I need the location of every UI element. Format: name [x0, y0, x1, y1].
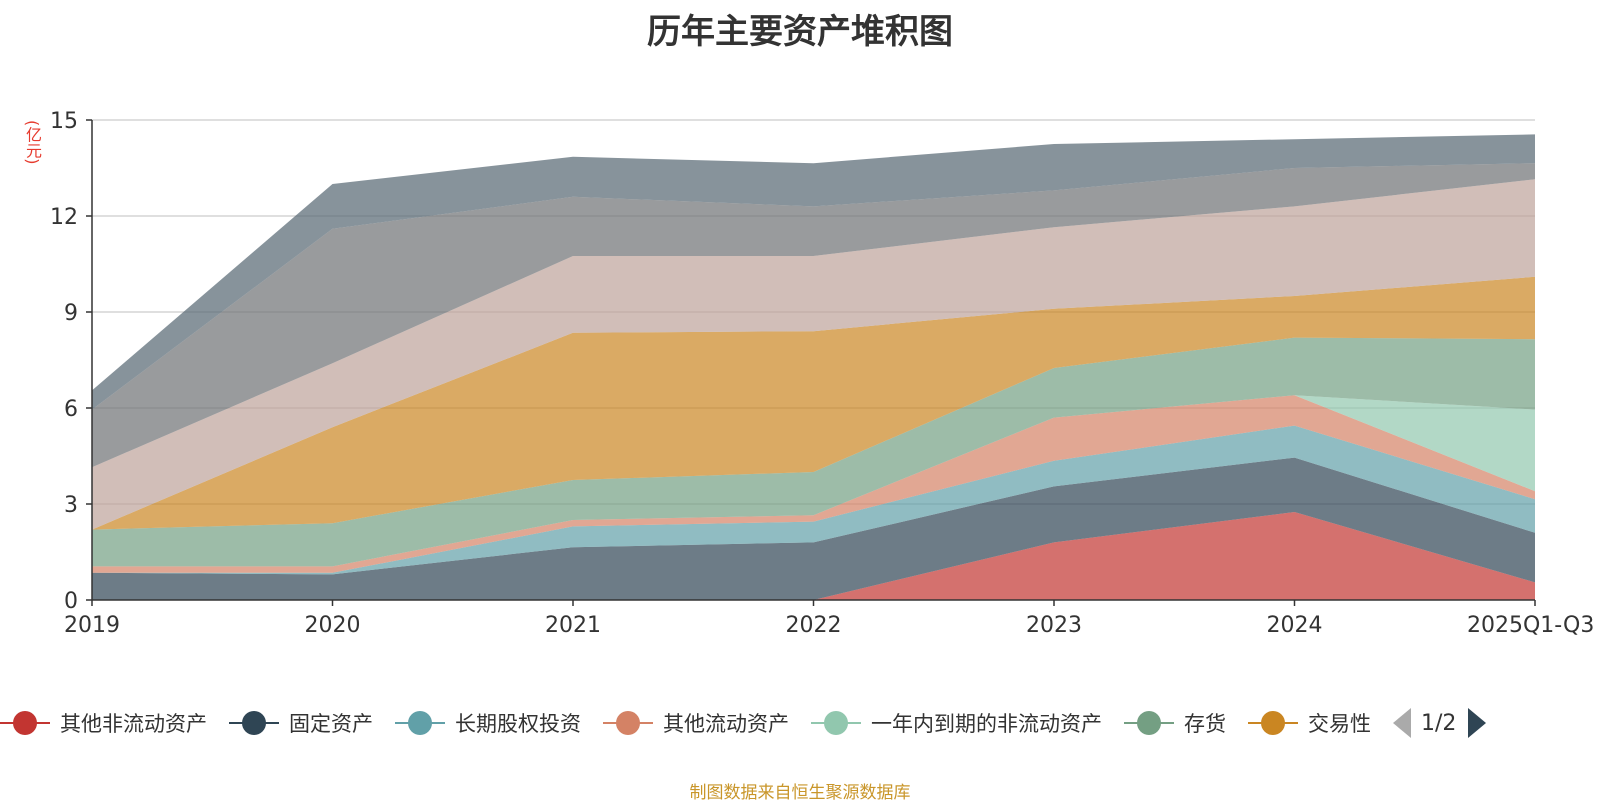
- area-6: [92, 276, 1535, 530]
- legend-item[interactable]: 存货: [1124, 708, 1226, 738]
- y-tick-label: 12: [50, 205, 78, 230]
- legend-item[interactable]: 交易性: [1248, 708, 1371, 738]
- legend-label: 其他流动资产: [663, 712, 789, 736]
- legend-dot: [242, 711, 266, 735]
- legend-marker: [1248, 711, 1298, 735]
- legend-marker: [811, 711, 861, 735]
- area-3: [92, 395, 1535, 573]
- y-axis-unit: (亿元): [23, 120, 42, 165]
- chart-title: 历年主要资产堆积图: [647, 12, 953, 52]
- area-4: [92, 395, 1535, 567]
- y-tick-label: 0: [64, 589, 78, 614]
- x-tick-label: 2021: [545, 613, 601, 638]
- area-8: [92, 163, 1535, 468]
- area-5: [92, 337, 1535, 567]
- x-tick-label: 2020: [305, 613, 361, 638]
- legend-marker: [395, 711, 445, 735]
- legend-dot: [1137, 711, 1161, 735]
- legend-label: 固定资产: [289, 712, 373, 736]
- x-tick-label: 2019: [64, 613, 120, 638]
- x-tick-label: 2024: [1267, 613, 1323, 638]
- axes: 0 3 6 9 12 15 2019 2020 2021 2022 2023 2024 2025Q1-Q…: [50, 109, 1594, 638]
- legend-dot: [616, 711, 640, 735]
- y-tick-label: 9: [64, 301, 78, 326]
- x-tick-label: 2022: [786, 613, 842, 638]
- legend-dot: [408, 711, 432, 735]
- legend-label: 长期股权投资: [455, 712, 581, 736]
- legend-dot: [13, 711, 37, 735]
- area-7: [92, 179, 1535, 530]
- legend-page-indicator: 1/2: [1421, 710, 1457, 736]
- area-2: [92, 425, 1535, 575]
- area-1: [92, 457, 1535, 600]
- legend-marker: [229, 711, 279, 735]
- legend-label: 其他非流动资产: [60, 712, 207, 736]
- legend-label: 存货: [1184, 712, 1226, 736]
- source-note: 制图数据来自恒生聚源数据库: [689, 783, 911, 803]
- legend-marker: [603, 711, 653, 735]
- x-tick-label: 2023: [1026, 613, 1082, 638]
- legend-label: 一年内到期的非流动资产: [871, 712, 1102, 736]
- prev-page-icon[interactable]: [1393, 708, 1411, 738]
- legend-item[interactable]: 固定资产: [229, 708, 373, 738]
- legend-pager: 1/2: [1393, 708, 1487, 738]
- y-tick-label: 3: [64, 493, 78, 518]
- legend-item[interactable]: 一年内到期的非流动资产: [811, 708, 1102, 738]
- next-page-icon[interactable]: [1468, 708, 1487, 738]
- y-tick-label: 6: [64, 397, 78, 422]
- legend: 其他非流动资产 固定资产 长期股权投资 其他流动资产 一年内到期的非流动资产 存货 交易性 1…: [0, 703, 1487, 743]
- legend-dot: [824, 711, 848, 735]
- area-series: [92, 134, 1535, 600]
- legend-label: 交易性: [1308, 712, 1371, 736]
- y-tick-label: 15: [50, 109, 78, 134]
- legend-marker: [0, 711, 50, 735]
- stacked-area-chart: 0 3 6 9 12 15 2019 2020 2021 2022 2023 2024 2025Q1-Q…: [50, 109, 1594, 638]
- legend-dot: [1261, 711, 1285, 735]
- area-9: [92, 134, 1535, 410]
- legend-marker: [1124, 711, 1174, 735]
- legend-item[interactable]: 长期股权投资: [395, 708, 581, 738]
- legend-item[interactable]: 其他非流动资产: [0, 708, 207, 738]
- legend-item[interactable]: 其他流动资产: [603, 708, 789, 738]
- area-0: [92, 512, 1535, 600]
- x-tick-label: 2025Q1-Q3: [1467, 613, 1594, 638]
